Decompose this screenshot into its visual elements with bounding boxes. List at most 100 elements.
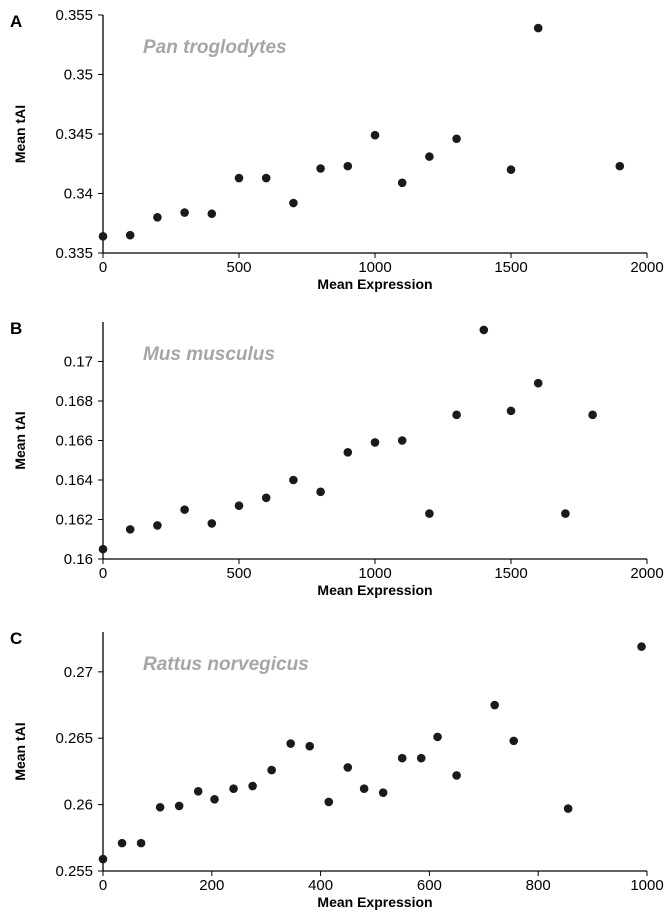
y-tick-label: 0.345 (55, 126, 93, 143)
x-tick-label: 400 (308, 877, 333, 894)
data-point (433, 732, 442, 742)
data-point (416, 753, 426, 763)
y-tick-label: 0.335 (55, 245, 93, 262)
data-point (615, 161, 625, 171)
data-point (563, 804, 573, 813)
data-point (425, 152, 434, 161)
data-point (588, 410, 597, 420)
data-point (506, 165, 516, 174)
data-point (479, 325, 489, 335)
x-tick-label: 1500 (494, 565, 527, 582)
chart-title: Pan troglodytes (143, 37, 287, 58)
data-point (193, 787, 203, 796)
data-point (207, 209, 217, 219)
data-point (98, 232, 108, 241)
data-point (305, 741, 315, 751)
data-point (286, 739, 295, 748)
y-tick-label: 0.27 (64, 664, 93, 681)
panel-label: A (10, 12, 22, 31)
data-point (397, 436, 407, 445)
data-point (359, 784, 369, 793)
data-point (125, 525, 135, 534)
data-point (452, 410, 461, 420)
data-point (229, 784, 238, 793)
x-tick-label: 800 (526, 877, 551, 894)
data-point (267, 765, 276, 775)
x-tick-label: 0 (99, 259, 107, 276)
x-tick-label: 200 (199, 877, 224, 894)
data-point (509, 736, 519, 746)
data-point (506, 406, 516, 416)
chart-title: Rattus norvegicus (143, 654, 309, 675)
x-axis-title: Mean Expression (317, 582, 432, 598)
y-tick-label: 0.168 (55, 393, 93, 410)
data-point (397, 753, 407, 763)
y-tick-label: 0.16 (64, 551, 93, 568)
data-point (425, 509, 434, 518)
y-tick-label: 0.355 (55, 7, 93, 24)
y-tick-label: 0.35 (64, 67, 93, 84)
x-tick-label: 2000 (630, 259, 663, 276)
y-tick-label: 0.26 (64, 797, 93, 814)
x-tick-label: 500 (226, 259, 251, 276)
data-point (637, 642, 646, 651)
x-tick-label: 1000 (630, 877, 663, 894)
panel-b: B Mus musculus 0.16 0.162 0.164 0.166 0.168 0.1… (10, 319, 664, 598)
x-axis-title: Mean Expression (317, 276, 432, 292)
data-point (397, 178, 407, 188)
data-point (370, 130, 380, 140)
y-tick-label: 0.162 (55, 512, 93, 529)
data-point (289, 198, 298, 208)
data-point (234, 501, 244, 510)
data-point (490, 700, 499, 710)
panel-a: A Pan troglodytes 0.335 0.34 0.345 0.35 0.355 0… (10, 7, 664, 292)
data-point (234, 173, 244, 183)
data-point (452, 134, 461, 144)
data-point (117, 838, 127, 848)
y-tick-label: 0.166 (55, 433, 93, 450)
y-tick-label: 0.164 (55, 472, 93, 489)
data-point (180, 505, 189, 514)
x-tick-label: 1000 (358, 565, 391, 582)
data-point (452, 771, 461, 780)
data-point (248, 781, 257, 791)
panel-label: C (10, 629, 22, 648)
panel-label: B (10, 319, 22, 338)
x-tick-label: 0 (99, 565, 107, 582)
data-point (289, 475, 298, 485)
data-point (125, 230, 135, 240)
data-point (343, 763, 353, 772)
chart-title: Mus musculus (143, 344, 275, 365)
data-point (136, 838, 146, 848)
x-tick-label: 1500 (494, 259, 527, 276)
data-point (343, 448, 353, 457)
data-point (207, 519, 217, 528)
x-tick-label: 0 (99, 877, 107, 894)
data-point (533, 378, 543, 388)
data-point (153, 213, 162, 222)
data-point (533, 23, 543, 33)
x-tick-label: 600 (417, 877, 442, 894)
panel-c: C Rattus norvegicus 0.255 0.26 0.265 0.27 0 200… (10, 629, 664, 910)
x-tick-label: 2000 (630, 565, 663, 582)
data-point (174, 801, 184, 811)
x-tick-label: 500 (226, 565, 251, 582)
data-point (210, 795, 219, 804)
y-axis-title: Mean tAI (12, 411, 28, 469)
data-point (180, 208, 189, 217)
data-point (261, 173, 271, 183)
y-axis-title: Mean tAI (12, 722, 28, 780)
data-point (370, 438, 380, 447)
y-tick-label: 0.34 (64, 186, 93, 203)
data-point (316, 487, 325, 497)
y-tick-label: 0.265 (55, 730, 93, 747)
data-point (343, 161, 353, 171)
data-point (261, 493, 271, 503)
x-tick-label: 1000 (358, 259, 391, 276)
y-axis-title: Mean tAI (12, 105, 28, 163)
y-tick-label: 0.255 (55, 863, 93, 880)
data-point (155, 802, 165, 812)
y-tick-label: 0.17 (64, 354, 93, 371)
data-point (561, 509, 570, 518)
